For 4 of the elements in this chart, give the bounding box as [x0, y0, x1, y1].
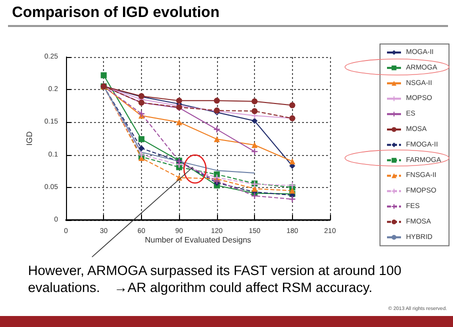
- text: However, ARMOGA surpassed its FAST version at around 100 evaluations. →AR algorithm could affect RSM accuracy.: [28, 262, 402, 296]
- y-axis-title: IGD: [24, 131, 34, 146]
- chart-title: Comparison of IGD evolution: [12, 4, 220, 21]
- x-axis-title: Number of Evaluated Designs: [144, 235, 252, 244]
